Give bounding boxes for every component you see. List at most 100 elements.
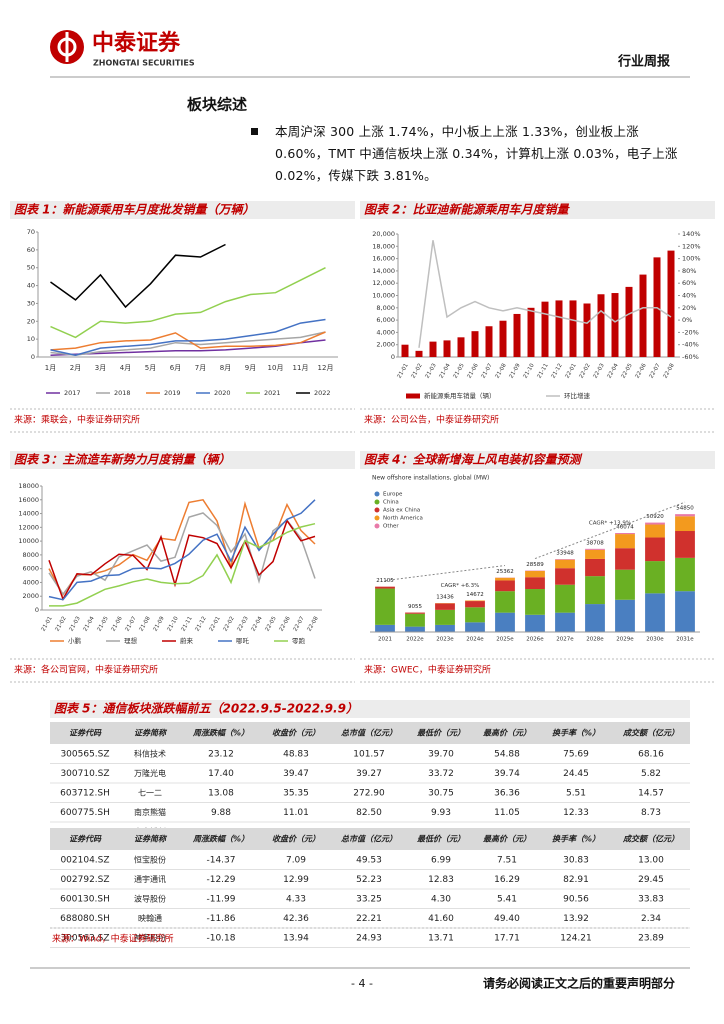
- y-tick-label: 4000: [22, 578, 39, 586]
- x-tick-label: 21-05: [453, 362, 466, 379]
- bar-segment: [585, 558, 605, 577]
- bar-segment: [375, 588, 395, 625]
- x-tick-label: 21-02: [55, 616, 68, 633]
- bar-segment: [555, 559, 575, 560]
- x-tick-label: 12月: [318, 364, 334, 372]
- logo: 中泰证券 ZHONGTAI SECURITIES: [50, 30, 195, 68]
- table-cell: 波导股份: [134, 894, 166, 904]
- table-cell: 22.21: [356, 914, 382, 924]
- table-cell: 17.71: [494, 934, 520, 944]
- table-cell: 通宇通讯: [134, 874, 166, 884]
- table-cell: 4.33: [286, 895, 306, 905]
- x-tick-label: 21-04: [83, 615, 96, 632]
- figure-source: 来源：GWEC，中泰证券研究所: [364, 664, 491, 676]
- bar: [415, 350, 423, 357]
- table-cell: -10.18: [206, 934, 235, 944]
- y2-tick-label: 80%: [682, 267, 696, 275]
- y-tick-label: 0: [35, 606, 39, 614]
- y-tick-label: 18000: [18, 482, 39, 490]
- table-header-cell: 总市值（亿元）: [341, 834, 397, 844]
- x-tick-label: 21-10: [167, 615, 180, 632]
- table-cell: 42.36: [283, 914, 309, 924]
- legend-label: 2018: [114, 389, 131, 397]
- y2-tick-label: -60%: [682, 353, 699, 361]
- table-cell: 41.60: [428, 914, 454, 924]
- y-tick-label: 10000: [18, 537, 39, 545]
- x-tick-label: 22-02: [579, 363, 592, 380]
- x-tick-label: 22-08: [663, 362, 676, 379]
- x-tick-label: 21-10: [523, 362, 536, 379]
- disclaimer: 请务必阅读正文之后的重要声明部分: [483, 976, 675, 991]
- bar-total: 14672: [466, 592, 484, 598]
- y-tick-label: 0: [31, 353, 35, 361]
- table-cell: 12.83: [428, 875, 454, 885]
- bar: [429, 341, 437, 357]
- table-cell: 29.45: [638, 875, 664, 885]
- bar-total: 54850: [676, 506, 694, 512]
- x-tick-label: 22-01: [209, 616, 222, 633]
- table-cell: 49.53: [356, 856, 382, 866]
- bar-segment: [675, 514, 695, 517]
- y-tick-label: 14000: [18, 510, 39, 518]
- chart-subtitle: New offshore installations, global (MW): [372, 475, 489, 482]
- paragraph: 本周沪深 300 上涨 1.74%，中小板上上涨 1.33%，创业板上涨 0.6…: [275, 124, 678, 183]
- bar-segment: [435, 609, 455, 625]
- legend-label: 2021: [264, 389, 281, 397]
- table-cell: 映翰通: [138, 913, 162, 923]
- y-tick-label: 6000: [22, 565, 39, 573]
- bar: [597, 294, 605, 357]
- section-title: 板块综述: [187, 96, 247, 114]
- bar: [583, 303, 591, 357]
- x-tick-label: 2030e: [646, 637, 664, 643]
- x-tick-label: 22-06: [279, 615, 292, 632]
- table-cell: 9.93: [431, 808, 451, 818]
- figure-title-bar: [360, 201, 715, 219]
- x-tick-label: 22-05: [265, 615, 278, 632]
- bar-segment: [645, 522, 665, 525]
- table-cell: 35.35: [283, 789, 309, 799]
- x-tick-label: 21-07: [125, 615, 138, 632]
- figure-source: 来源：乘联会，中泰证券研究所: [14, 414, 140, 426]
- table-header-cell: 证券代码: [69, 835, 102, 844]
- table-cell: 39.47: [283, 769, 309, 779]
- table-header-bg: [50, 722, 690, 744]
- x-tick-label: 2025e: [496, 637, 514, 643]
- annotation: CAGR* +13.9%: [589, 521, 631, 527]
- bar-total: 21105: [376, 578, 394, 584]
- table-header-cell: 成交额（亿元）: [622, 728, 679, 738]
- table-cell: 82.91: [563, 875, 589, 885]
- bar-segment: [645, 561, 665, 594]
- bar-segment: [375, 586, 395, 589]
- logo-text: 中泰证券: [92, 30, 181, 56]
- table-cell: 600130.SH: [60, 895, 110, 905]
- table-cell: 101.57: [353, 750, 385, 760]
- table-cell: 68.16: [638, 750, 664, 760]
- x-tick-label: 22-04: [607, 362, 620, 379]
- x-tick-label: 22-03: [237, 615, 250, 632]
- bar-segment: [375, 624, 395, 632]
- bar: [443, 340, 451, 357]
- y-tick-label: 18,000: [372, 242, 395, 250]
- bar: [639, 274, 647, 357]
- y-tick-label: 2000: [22, 592, 39, 600]
- x-tick-label: 22-07: [649, 362, 662, 379]
- legend-dot: [374, 523, 380, 529]
- x-tick-label: 21-03: [425, 362, 438, 379]
- table-cell: 13.92: [563, 914, 589, 924]
- line-series: [50, 318, 326, 356]
- y-tick-label: 10,000: [372, 292, 395, 300]
- x-tick-label: 2023e: [436, 637, 454, 643]
- x-tick-label: 21-07: [481, 362, 494, 379]
- figure-title-bar: [10, 201, 355, 219]
- bar-segment: [525, 571, 545, 578]
- table-cell: 82.50: [356, 808, 382, 818]
- table-cell: 24.93: [356, 934, 382, 944]
- x-tick-label: 22-04: [251, 615, 264, 632]
- x-tick-label: 2029e: [616, 637, 634, 643]
- bar-segment: [495, 612, 515, 632]
- figure-source: 来源：各公司官网，中泰证券研究所: [14, 664, 158, 676]
- table-header-bg: [50, 828, 690, 850]
- bar-total: 13436: [436, 595, 454, 601]
- bar-segment: [675, 557, 695, 592]
- legend-label: Asia ex China: [383, 508, 420, 514]
